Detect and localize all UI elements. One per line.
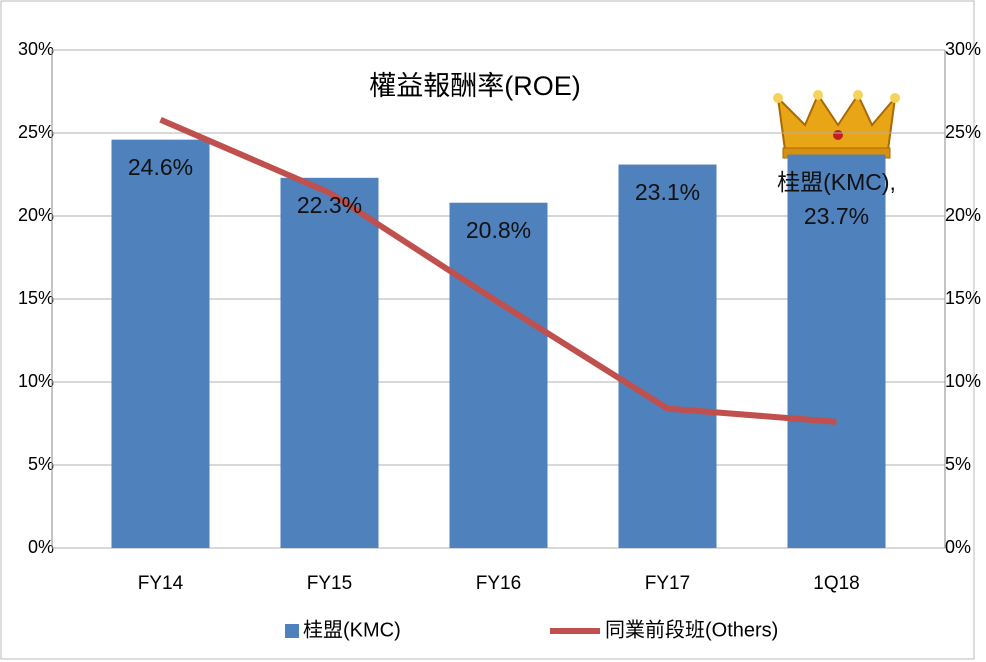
bar (618, 164, 717, 549)
chart-title: 權益報酬率(ROE) (369, 71, 581, 101)
y2-tick-label: 0% (945, 537, 971, 557)
value-label: 20.8% (465, 216, 532, 243)
x-tick-label: 1Q18 (813, 573, 859, 594)
x-tick-label: FY16 (476, 573, 521, 594)
y2-tick-label: 20% (945, 205, 981, 225)
value-label: 24.6% (127, 153, 194, 180)
bar (449, 202, 548, 548)
y-tick-label: 10% (18, 371, 54, 391)
value-label: 22.3% (296, 191, 363, 218)
y2-tick-label: 10% (945, 371, 981, 391)
bar (787, 154, 886, 548)
crown-icon (773, 90, 900, 159)
x-tick-label: FY15 (307, 573, 352, 594)
legend-swatch (285, 624, 299, 638)
y-tick-label: 25% (18, 122, 54, 142)
bar (111, 139, 210, 548)
line-series (159, 116, 837, 425)
y-tick-label: 20% (18, 205, 54, 225)
y-tick-label: 15% (18, 288, 54, 308)
value-label: 桂盟(KMC), 23.7% (777, 168, 896, 229)
y2-tick-label: 15% (945, 288, 981, 308)
y2-tick-label: 30% (945, 39, 981, 59)
x-tick-label: FY17 (645, 573, 690, 594)
legend-label: 桂盟(KMC) (303, 618, 401, 641)
value-label: 23.1% (634, 178, 701, 205)
legend-label: 同業前段班(Others) (605, 618, 778, 641)
y-tick-label: 0% (28, 537, 54, 557)
y-tick-label: 30% (18, 39, 54, 59)
y2-tick-label: 5% (945, 454, 971, 474)
x-tick-label: FY14 (138, 573, 184, 594)
y2-tick-label: 25% (945, 122, 981, 142)
y-tick-label: 5% (28, 454, 54, 474)
bar (280, 177, 379, 548)
